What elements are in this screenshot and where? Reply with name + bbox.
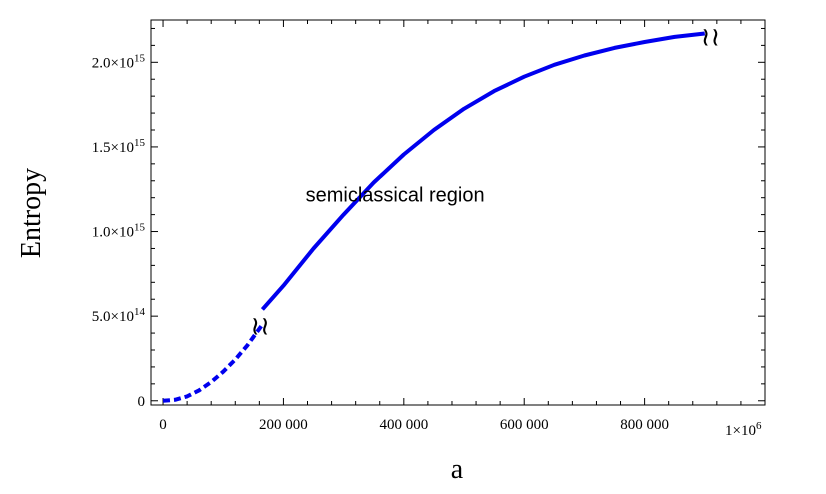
x-tick-label: 200 000 xyxy=(259,417,308,433)
x-axis-title: a xyxy=(451,454,464,485)
tick-marks xyxy=(151,20,766,405)
y-axis-title: Entropy xyxy=(16,168,47,258)
break-mark-upper: ≀≀ xyxy=(701,23,721,53)
x-tick-labels: 0 200 000 400 000 600 000 800 000 xyxy=(159,417,669,433)
y-tick-label: 1.0×1015 xyxy=(92,222,146,241)
x-tick-label: 800 000 xyxy=(620,417,669,433)
x-tick-label: 600 000 xyxy=(500,417,549,433)
y-tick-label: 0 xyxy=(138,394,146,410)
series-group xyxy=(162,31,706,403)
series-line-dashed xyxy=(162,323,265,403)
break-mark-lower: ≀≀ xyxy=(250,312,269,342)
x-tick-label: 400 000 xyxy=(379,417,428,433)
y-tick-labels: 0 5.0×1014 1.0×1015 1.5×1015 2.0×1015 xyxy=(92,52,146,409)
annotation-semiclassical-region: semiclassical region xyxy=(306,184,485,206)
plot-frame xyxy=(150,19,766,406)
y-tick-label: 5.0×1014 xyxy=(92,306,146,325)
x-tick-label: 0 xyxy=(159,417,167,433)
y-tick-label: 1.5×1015 xyxy=(92,137,146,156)
y-tick-label: 2.0×1015 xyxy=(92,52,146,71)
series-line-solid xyxy=(260,31,706,311)
x-multiplier-label: 1×106 xyxy=(725,420,762,439)
